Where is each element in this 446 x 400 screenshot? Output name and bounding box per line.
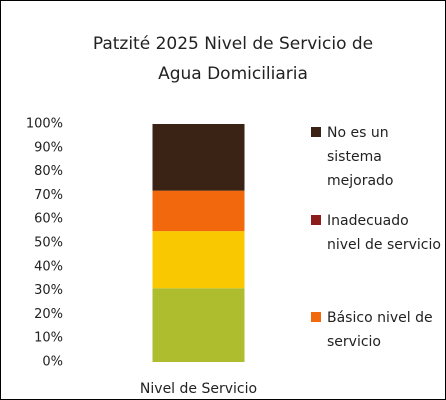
y-tick-label: 60% bbox=[34, 212, 63, 227]
legend-item: No es un sistema mejorado bbox=[311, 121, 441, 193]
bar-segment bbox=[152, 231, 245, 289]
legend-item: Básico nivel de servicio bbox=[311, 306, 441, 354]
legend-label: No es un sistema mejorado bbox=[327, 125, 394, 189]
y-tick-label: 80% bbox=[34, 164, 63, 179]
y-tick-label: 10% bbox=[34, 331, 63, 346]
y-tick-label: 20% bbox=[34, 307, 63, 322]
bar-segment bbox=[152, 190, 245, 232]
y-tick-label: 90% bbox=[34, 140, 63, 155]
y-tick-label: 70% bbox=[34, 188, 63, 203]
y-tick-label: 0% bbox=[42, 355, 63, 370]
legend-label: Básico nivel de servicio bbox=[327, 310, 433, 350]
y-tick-label: 30% bbox=[34, 283, 63, 298]
legend-label: Inadecuado nivel de servicio bbox=[327, 213, 441, 253]
legend-item: Inadecuado nivel de servicio bbox=[311, 209, 441, 257]
bar-segment bbox=[152, 288, 245, 362]
y-tick-label: 40% bbox=[34, 259, 63, 274]
bar-segment bbox=[152, 124, 245, 191]
legend-swatch bbox=[311, 127, 321, 137]
x-tick-label: Nivel de Servicio bbox=[140, 381, 257, 397]
legend-swatch bbox=[311, 312, 321, 322]
y-tick-label: 50% bbox=[34, 236, 63, 251]
legend-swatch bbox=[311, 215, 321, 225]
chart-title: Patzité 2025 Nivel de Servicio de Agua D… bbox=[92, 34, 374, 84]
y-tick-label: 100% bbox=[26, 117, 63, 132]
